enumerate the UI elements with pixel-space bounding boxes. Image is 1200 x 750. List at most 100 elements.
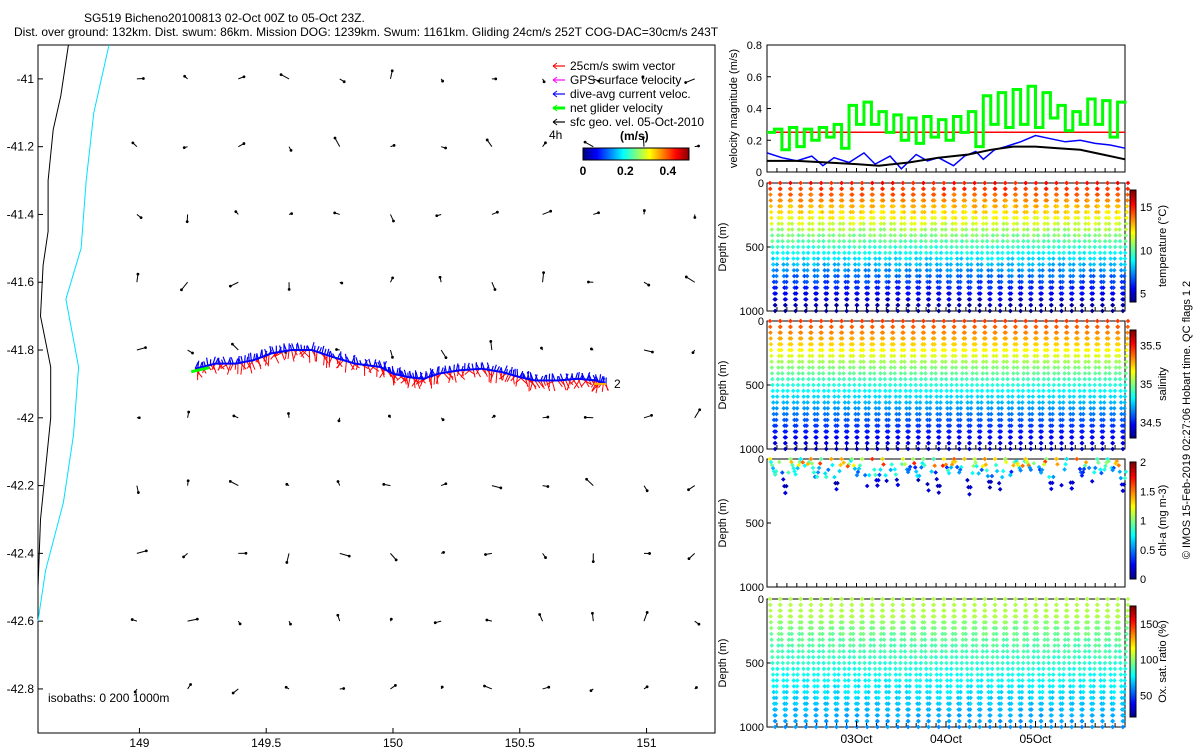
salinity-point bbox=[836, 388, 842, 394]
salinity-point bbox=[970, 353, 976, 359]
salinity-point bbox=[811, 394, 817, 399]
swim-vector bbox=[515, 377, 522, 384]
temperature-point bbox=[984, 238, 990, 244]
salinity-point bbox=[776, 353, 782, 359]
salinity-point bbox=[832, 394, 837, 399]
geo-velocity-arrowhead bbox=[538, 613, 542, 616]
temperature-point bbox=[1022, 215, 1027, 221]
salinity-point bbox=[1093, 353, 1099, 359]
salinity-point bbox=[1077, 382, 1082, 388]
oxygen-point bbox=[804, 689, 810, 695]
salinity-point bbox=[1101, 417, 1106, 423]
temperature-point bbox=[972, 198, 978, 203]
swim-vector bbox=[267, 354, 270, 367]
temperature-point bbox=[860, 203, 866, 209]
salinity-point bbox=[1079, 446, 1085, 452]
salinity-point bbox=[1040, 400, 1046, 405]
temperature-point bbox=[863, 267, 868, 273]
salinity-point bbox=[938, 388, 944, 394]
coastline bbox=[37, 44, 69, 588]
salinity-point bbox=[823, 446, 829, 452]
temperature-point bbox=[901, 209, 907, 215]
chla-colorbar-cell bbox=[1130, 506, 1136, 508]
salinity-colorbar-cell bbox=[1130, 374, 1136, 376]
salinity-point bbox=[808, 324, 814, 330]
salinity-point bbox=[1115, 318, 1121, 324]
salinity-point bbox=[924, 405, 930, 411]
oxygen-point bbox=[772, 724, 778, 730]
salinity-point bbox=[944, 382, 949, 388]
temperature-point bbox=[1056, 233, 1061, 238]
salinity-point bbox=[1122, 388, 1128, 394]
temperature-point bbox=[908, 238, 914, 244]
salinity-point bbox=[1117, 376, 1123, 382]
temperature-point bbox=[957, 285, 963, 291]
temperature-point bbox=[883, 267, 889, 273]
temperature-point bbox=[1027, 273, 1032, 279]
salinity-point bbox=[880, 324, 886, 330]
salinity-point bbox=[1124, 359, 1129, 365]
temperature-point bbox=[781, 279, 787, 285]
salinity-point bbox=[1018, 435, 1024, 440]
map-ytick-label: -42.6 bbox=[7, 614, 35, 628]
salinity-point bbox=[1102, 394, 1107, 399]
salinity-point bbox=[875, 429, 881, 434]
chla-colorbar-cell bbox=[1130, 528, 1136, 530]
temperature-point bbox=[834, 291, 840, 296]
geo-velocity-arrowhead bbox=[187, 410, 191, 414]
temperature-point bbox=[797, 209, 802, 215]
geo-velocity-arrowhead bbox=[389, 617, 393, 621]
temperature-point bbox=[811, 244, 816, 250]
temperature-point bbox=[784, 267, 790, 273]
temperature-point bbox=[969, 250, 975, 256]
salinity-point bbox=[827, 347, 833, 353]
temperature-colorbar-cell bbox=[1130, 259, 1136, 261]
temperature-point bbox=[1010, 244, 1016, 250]
temperature-point bbox=[1081, 256, 1087, 261]
temperature-point bbox=[1015, 227, 1020, 232]
salinity-point bbox=[872, 388, 878, 394]
temperature-point bbox=[906, 297, 911, 302]
temperature-point bbox=[1011, 227, 1016, 232]
salinity-point bbox=[1066, 365, 1071, 370]
temperature-point bbox=[883, 256, 888, 261]
salinity-point bbox=[824, 440, 829, 446]
temperature-point bbox=[814, 279, 820, 285]
temperature-point bbox=[1118, 250, 1123, 256]
chla-point bbox=[1017, 465, 1022, 471]
salinity-point bbox=[824, 429, 830, 434]
salinity-point bbox=[1067, 394, 1072, 399]
salinity-point bbox=[834, 435, 840, 440]
chla-point bbox=[862, 472, 868, 478]
salinity-point bbox=[829, 330, 835, 335]
salinity-point bbox=[1091, 411, 1096, 417]
temperature-point bbox=[975, 256, 980, 261]
dac-vector bbox=[321, 345, 325, 354]
salinity-point bbox=[1065, 341, 1070, 347]
geo-velocity-arrowhead bbox=[684, 275, 688, 279]
chla-point bbox=[911, 460, 917, 466]
salinity-point bbox=[989, 394, 995, 399]
chla-point bbox=[1003, 459, 1009, 465]
geo-velocity-arrowhead bbox=[591, 611, 594, 615]
temperature-point bbox=[1100, 308, 1105, 314]
temperature-point bbox=[825, 273, 830, 279]
temperature-point bbox=[771, 273, 777, 279]
temperature-point bbox=[786, 233, 791, 238]
colorbar-cell bbox=[651, 148, 653, 160]
temperature-point bbox=[1118, 262, 1124, 267]
colorbar-cell bbox=[624, 148, 626, 160]
geo-velocity-arrowhead bbox=[546, 415, 550, 419]
temperature-point bbox=[1108, 256, 1113, 261]
salinity-point bbox=[1100, 429, 1106, 434]
salinity-colorbar-cell bbox=[1130, 408, 1136, 410]
salinity-point bbox=[960, 353, 966, 359]
temperature-point bbox=[903, 244, 908, 250]
temperature-point bbox=[770, 250, 776, 256]
salinity-point bbox=[1080, 417, 1086, 423]
temperature-point bbox=[1063, 209, 1068, 215]
salinity-colorbar-cell bbox=[1130, 361, 1136, 363]
temperature-point bbox=[794, 273, 800, 279]
salinity-point bbox=[1025, 371, 1031, 376]
temperature-point bbox=[773, 279, 779, 285]
